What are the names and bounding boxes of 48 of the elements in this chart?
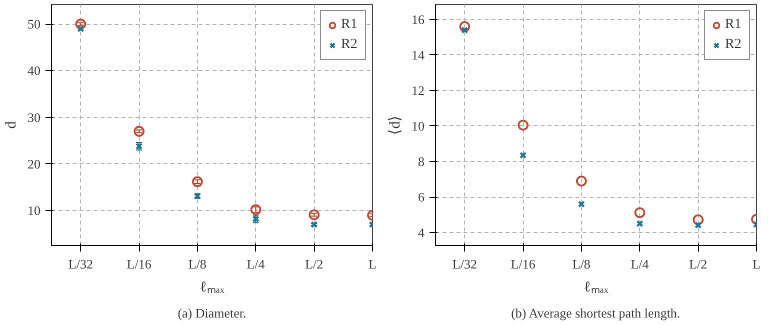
y-tick-label: 20 bbox=[28, 156, 40, 172]
y-tick-label: 10 bbox=[412, 118, 424, 134]
legend-label: R1 bbox=[341, 17, 358, 33]
x-axis-title: ℓₘₐₓ bbox=[584, 280, 609, 296]
x-tick-label: L/4 bbox=[630, 256, 650, 272]
x-tick-label: L/32 bbox=[68, 256, 93, 272]
y-tick-label: 14 bbox=[412, 47, 425, 62]
text: (a) Diameter. bbox=[178, 306, 246, 320]
x-tick-label: L bbox=[368, 256, 377, 272]
point bbox=[694, 222, 702, 229]
y-axis-title: d bbox=[4, 120, 20, 129]
x-tick-label: L/4 bbox=[246, 256, 266, 272]
point bbox=[310, 220, 318, 228]
legend-label: R2 bbox=[341, 37, 358, 53]
text: (b) Average shortest path length. bbox=[511, 306, 680, 320]
point bbox=[578, 200, 585, 208]
x-tick-label: L/8 bbox=[188, 256, 206, 272]
point bbox=[134, 126, 144, 137]
x-tick-label: L/8 bbox=[572, 256, 590, 272]
y-tick-label: 50 bbox=[28, 16, 40, 32]
y-tick-label: 12 bbox=[412, 82, 424, 98]
legend-label: R2 bbox=[725, 37, 742, 53]
y-tick-label: 40 bbox=[28, 63, 40, 78]
y-tick-label: 30 bbox=[28, 110, 40, 125]
point bbox=[692, 214, 704, 226]
point bbox=[634, 207, 646, 218]
y-tick-label: 8 bbox=[418, 154, 424, 169]
legend-label: R1 bbox=[725, 17, 742, 33]
y-tick-label: 16 bbox=[412, 12, 425, 27]
x-tick-label: L/16 bbox=[126, 256, 152, 272]
point bbox=[459, 21, 470, 32]
point bbox=[576, 176, 587, 186]
x-tick-label: L/32 bbox=[452, 256, 477, 272]
x-tick-label: L/16 bbox=[510, 256, 536, 272]
x-tick-label: L bbox=[752, 256, 761, 272]
point bbox=[192, 176, 203, 188]
x-tick-label: L/2 bbox=[305, 256, 324, 272]
y-tick-label: 6 bbox=[418, 190, 425, 205]
point bbox=[519, 152, 527, 159]
y-tick-label: 10 bbox=[28, 203, 40, 218]
point bbox=[75, 18, 86, 30]
y-axis-title: ⟨d⟩ bbox=[388, 115, 404, 135]
x-tick-label: L/2 bbox=[689, 256, 708, 272]
point bbox=[518, 120, 528, 130]
point bbox=[308, 209, 320, 220]
x-axis-title: ℓₘₐₓ bbox=[200, 280, 225, 296]
point bbox=[636, 220, 644, 228]
y-tick-label: 4 bbox=[418, 225, 425, 240]
